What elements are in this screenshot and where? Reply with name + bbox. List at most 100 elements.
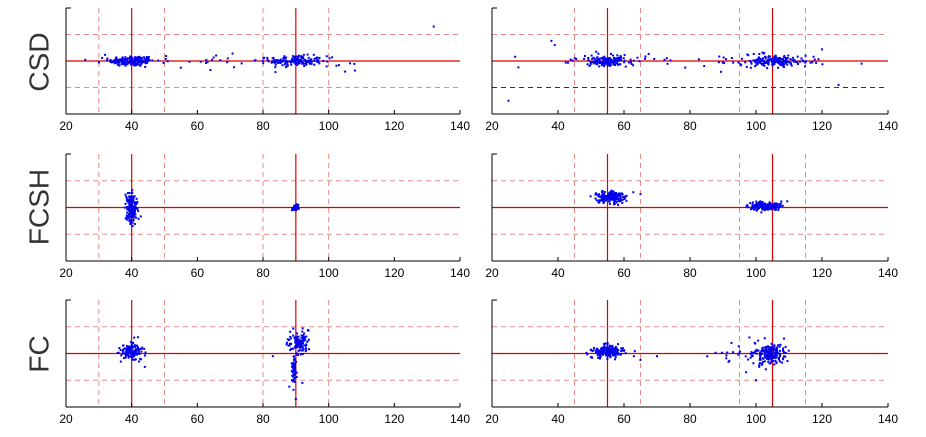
data-point xyxy=(599,353,602,356)
data-point xyxy=(118,61,121,64)
data-point xyxy=(290,379,293,382)
data-point xyxy=(627,61,630,64)
data-point xyxy=(608,202,611,205)
data-point xyxy=(653,57,656,60)
data-point xyxy=(600,346,603,349)
data-point xyxy=(289,335,292,338)
data-point xyxy=(588,64,591,67)
data-point xyxy=(131,215,134,218)
data-point xyxy=(129,223,132,226)
data-point xyxy=(767,59,770,62)
data-point xyxy=(782,351,785,354)
data-point xyxy=(763,346,766,349)
data-point xyxy=(782,349,785,352)
x-tick-label: 60 xyxy=(191,266,205,280)
data-point xyxy=(292,361,295,364)
data-point xyxy=(139,215,142,218)
data-point xyxy=(266,56,269,59)
data-point xyxy=(771,203,774,206)
data-point xyxy=(308,62,311,65)
data-point xyxy=(623,61,626,64)
data-point xyxy=(231,52,234,55)
data-point xyxy=(606,342,609,345)
data-point xyxy=(768,350,771,353)
data-point xyxy=(145,55,148,58)
data-point xyxy=(132,219,135,222)
data-point xyxy=(755,203,758,206)
data-point xyxy=(295,205,298,208)
data-point xyxy=(784,60,787,63)
data-point xyxy=(146,58,149,61)
data-point xyxy=(300,55,303,58)
data-point xyxy=(774,54,777,57)
data-point xyxy=(317,61,320,64)
data-point xyxy=(608,62,611,65)
data-point xyxy=(766,206,769,209)
data-point xyxy=(131,58,134,61)
data-point xyxy=(615,200,618,203)
data-point xyxy=(755,208,758,211)
data-point xyxy=(118,347,121,350)
data-point xyxy=(291,375,294,378)
data-point xyxy=(138,360,141,363)
data-point xyxy=(759,57,762,60)
data-point xyxy=(133,352,136,355)
data-point xyxy=(620,58,623,61)
data-point xyxy=(139,57,142,60)
data-point xyxy=(615,59,618,62)
data-point xyxy=(274,66,277,69)
data-point xyxy=(593,57,596,60)
data-point xyxy=(622,196,625,199)
data-point xyxy=(665,57,668,60)
data-point xyxy=(302,56,305,59)
data-point xyxy=(773,363,776,366)
data-point xyxy=(775,346,778,349)
data-point xyxy=(300,334,303,337)
data-point xyxy=(293,370,296,373)
data-point xyxy=(289,60,292,63)
data-point xyxy=(748,60,751,63)
data-point xyxy=(611,190,614,193)
data-point xyxy=(758,59,761,62)
data-point xyxy=(125,354,128,357)
data-point xyxy=(301,340,304,343)
data-point xyxy=(121,57,124,60)
data-point xyxy=(774,356,777,359)
data-point xyxy=(274,63,277,66)
data-point xyxy=(307,348,310,351)
data-point xyxy=(599,199,602,202)
data-point xyxy=(137,217,140,220)
data-point xyxy=(760,363,763,366)
data-point xyxy=(292,347,295,350)
data-point xyxy=(136,344,139,347)
data-point xyxy=(721,61,724,64)
data-point xyxy=(595,193,598,196)
data-point xyxy=(611,351,614,354)
data-point xyxy=(595,199,598,202)
data-point xyxy=(291,371,294,374)
data-point xyxy=(136,60,139,63)
data-point xyxy=(618,194,621,197)
data-point xyxy=(140,347,143,350)
data-point xyxy=(749,356,752,359)
data-point xyxy=(298,349,301,352)
data-point xyxy=(609,192,612,195)
data-point xyxy=(295,203,298,206)
data-point xyxy=(125,214,128,217)
data-point xyxy=(751,354,754,357)
data-point xyxy=(758,362,761,365)
data-point xyxy=(129,212,132,215)
data-point xyxy=(759,356,762,359)
data-point xyxy=(764,368,767,371)
data-point xyxy=(293,380,296,383)
data-point xyxy=(133,208,136,211)
data-point xyxy=(630,61,633,64)
data-point xyxy=(596,349,599,352)
data-point xyxy=(619,197,622,200)
data-point xyxy=(778,345,781,348)
scatter-panel-6: 20 40 60 80 100 120 140 xyxy=(485,299,898,426)
data-point xyxy=(760,62,763,65)
data-point xyxy=(144,65,147,68)
data-point xyxy=(131,212,134,215)
data-point xyxy=(763,354,766,357)
